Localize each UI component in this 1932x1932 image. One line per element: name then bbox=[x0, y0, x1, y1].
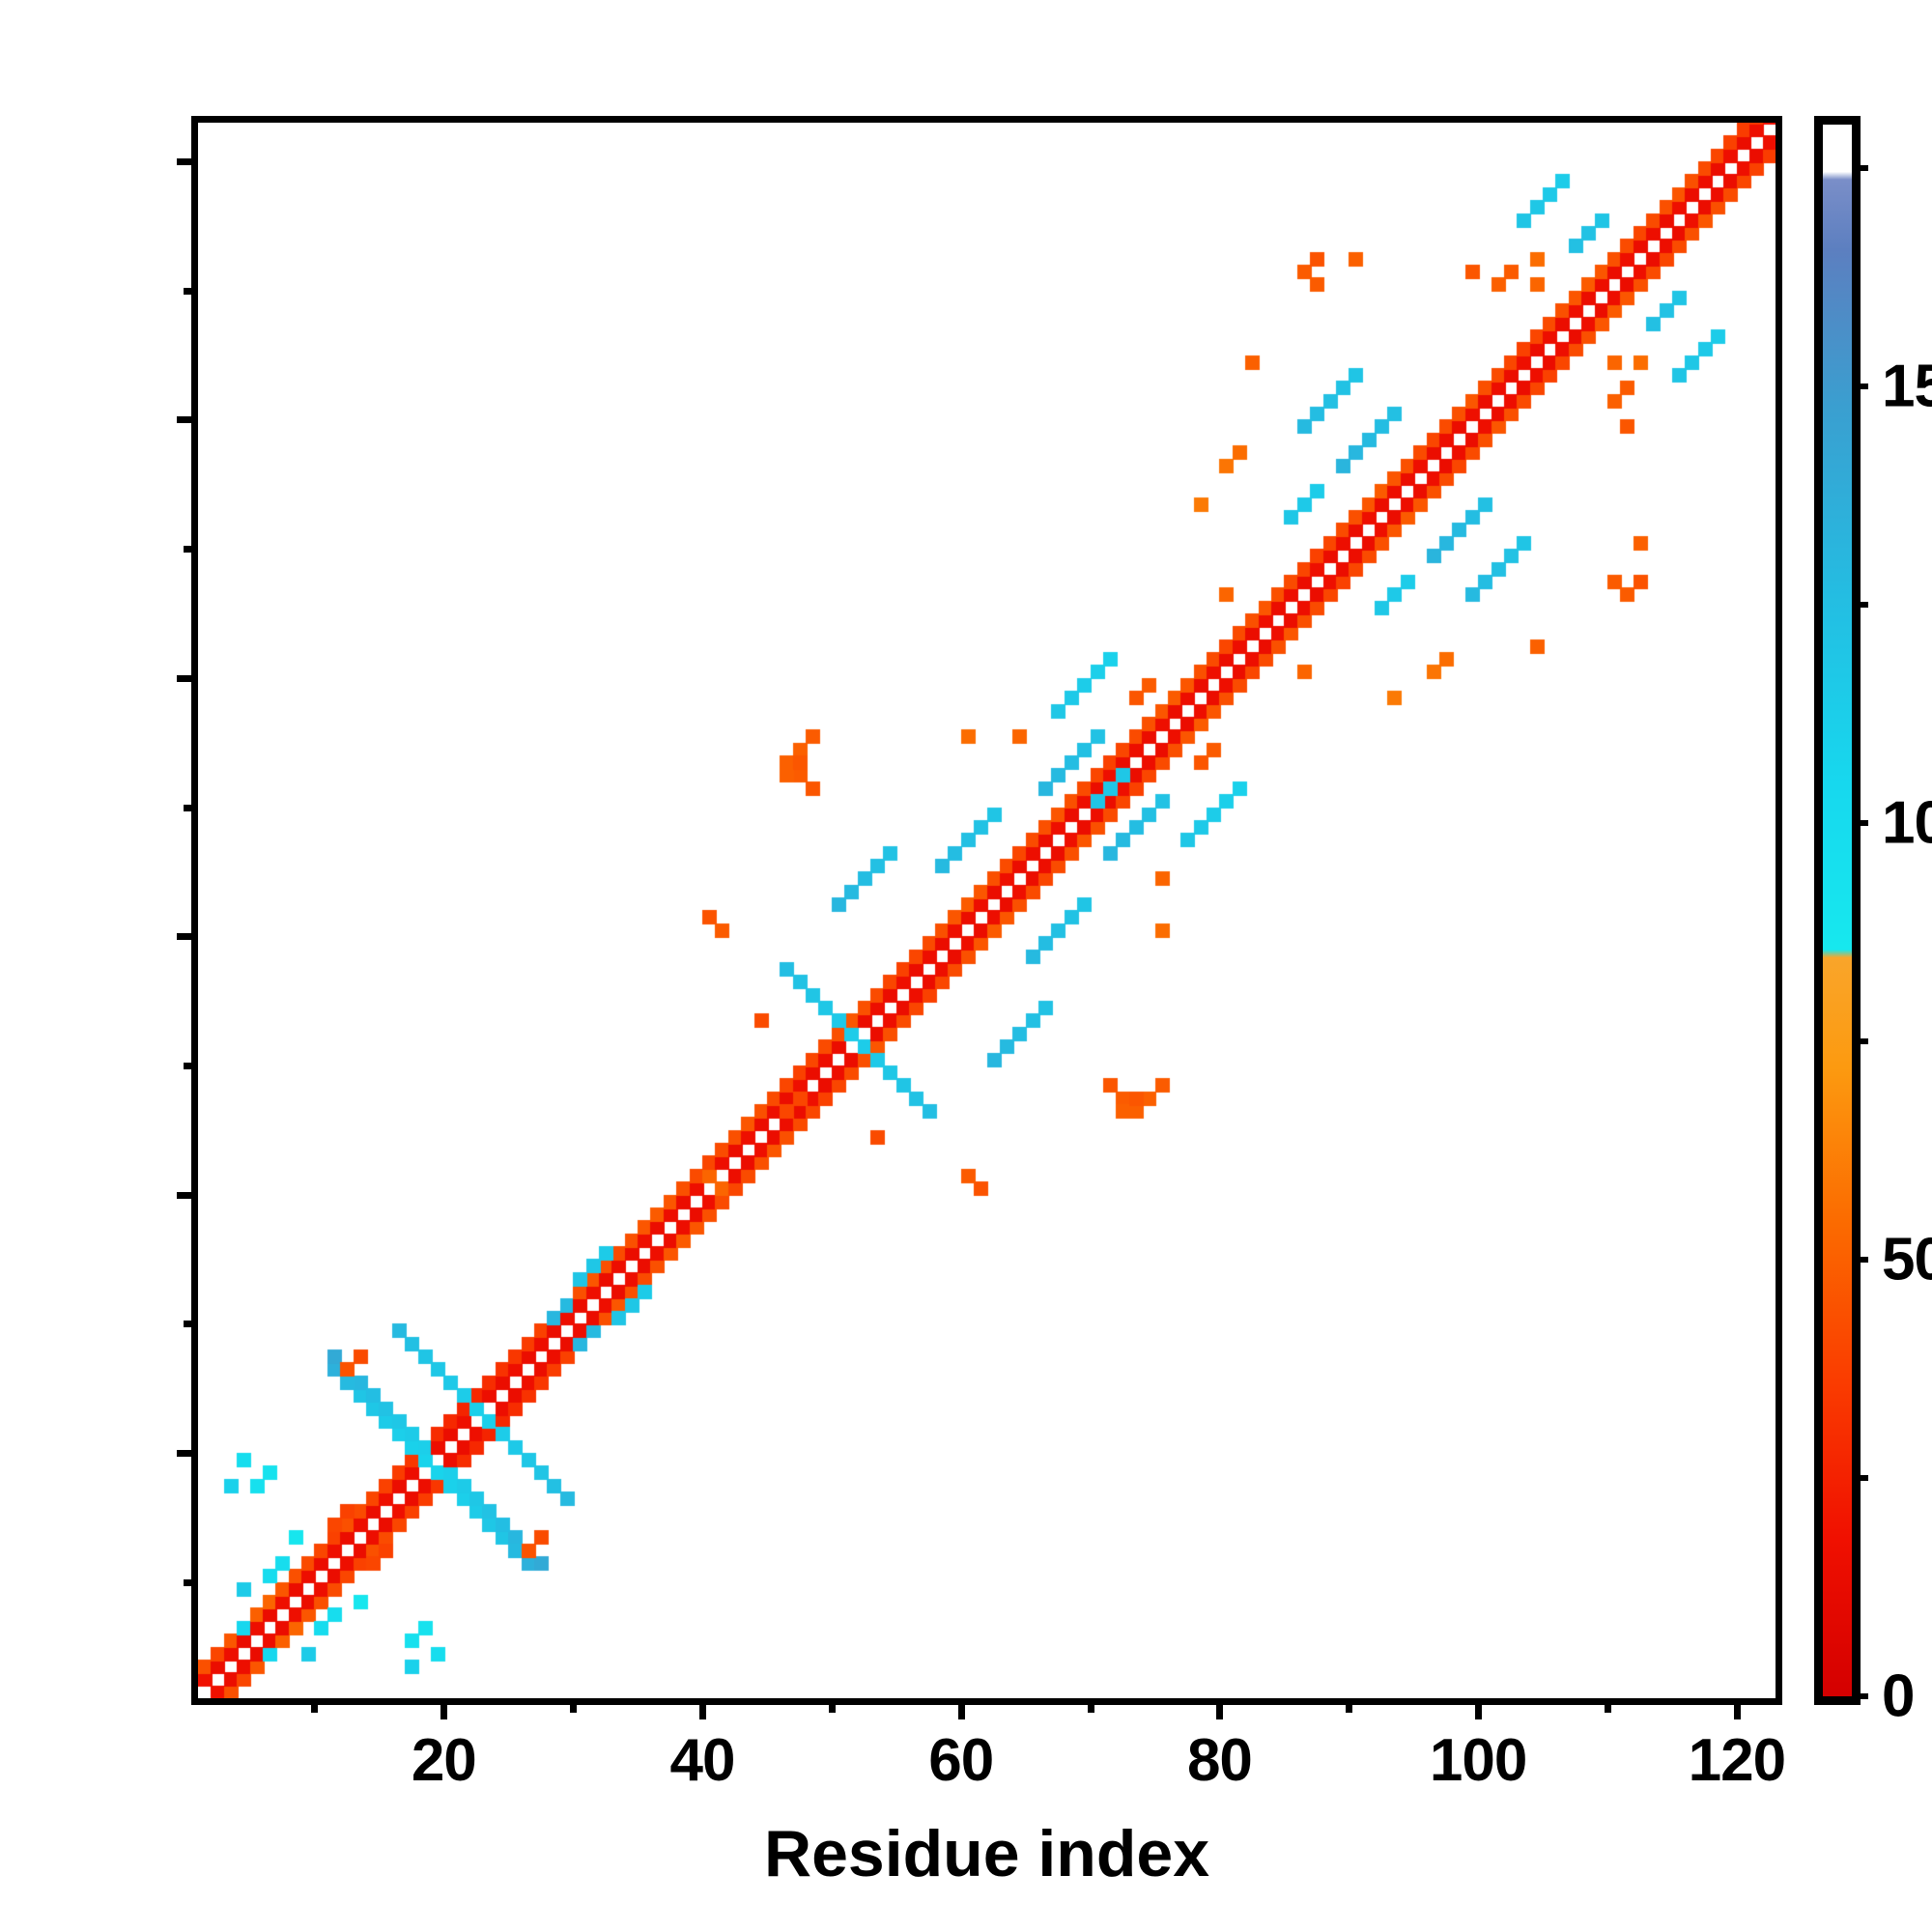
colorbar-tick-75 bbox=[1852, 1038, 1868, 1045]
heatmap-plot-area[interactable] bbox=[177, 116, 1782, 1719]
x-tick-40 bbox=[699, 1698, 707, 1719]
colorbar-tick-0 bbox=[1852, 1693, 1868, 1699]
y-tick-10 bbox=[184, 1578, 198, 1586]
x-tick-label-60: 60 bbox=[928, 1727, 994, 1794]
x-tick-label-100: 100 bbox=[1429, 1727, 1527, 1794]
y-tick-90 bbox=[184, 546, 198, 554]
x-tick-80 bbox=[1216, 1698, 1224, 1719]
y-tick-70 bbox=[184, 804, 198, 811]
y-tick-80 bbox=[177, 674, 198, 682]
y-tick-50 bbox=[184, 1062, 198, 1069]
contact-map-canvas[interactable] bbox=[198, 123, 1776, 1698]
x-tick-90 bbox=[1346, 1698, 1353, 1713]
x-tick-60 bbox=[957, 1698, 965, 1719]
colorbar-label-0: 0 bbox=[1882, 1662, 1915, 1730]
x-tick-label-80: 80 bbox=[1186, 1727, 1253, 1794]
y-tick-110 bbox=[184, 287, 198, 295]
colorbar-label-150: 150 bbox=[1882, 353, 1932, 420]
colorbar[interactable] bbox=[1814, 116, 1868, 1705]
x-tick-label-20: 20 bbox=[411, 1727, 477, 1794]
colorbar-tick-150 bbox=[1852, 384, 1868, 390]
x-axis-title: Residue index bbox=[763, 1817, 1210, 1890]
x-tick-30 bbox=[570, 1698, 578, 1713]
y-tick-100 bbox=[177, 416, 198, 424]
y-tick-60 bbox=[177, 933, 198, 941]
colorbar-tick-100 bbox=[1852, 820, 1868, 827]
colorbar-gradient bbox=[1823, 125, 1852, 1696]
x-tick-label-120: 120 bbox=[1688, 1727, 1786, 1794]
y-tick-40 bbox=[177, 1191, 198, 1199]
y-tick-20 bbox=[177, 1449, 198, 1457]
colorbar-tick-125 bbox=[1852, 602, 1868, 609]
x-tick-10 bbox=[311, 1698, 319, 1713]
x-tick-20 bbox=[440, 1698, 448, 1719]
x-tick-50 bbox=[828, 1698, 836, 1713]
colorbar-tick-50 bbox=[1852, 1257, 1868, 1264]
y-tick-30 bbox=[184, 1321, 198, 1328]
x-tick-label-40: 40 bbox=[669, 1727, 736, 1794]
colorbar-tick-175 bbox=[1852, 165, 1868, 172]
colorbar-label-100: 100 bbox=[1882, 789, 1932, 857]
x-tick-120 bbox=[1733, 1698, 1741, 1719]
x-tick-70 bbox=[1087, 1698, 1094, 1713]
y-tick-120 bbox=[177, 158, 198, 166]
colorbar-label-50: 50 bbox=[1882, 1226, 1932, 1293]
x-tick-110 bbox=[1604, 1698, 1611, 1713]
x-tick-100 bbox=[1475, 1698, 1483, 1719]
colorbar-tick-25 bbox=[1852, 1475, 1868, 1482]
